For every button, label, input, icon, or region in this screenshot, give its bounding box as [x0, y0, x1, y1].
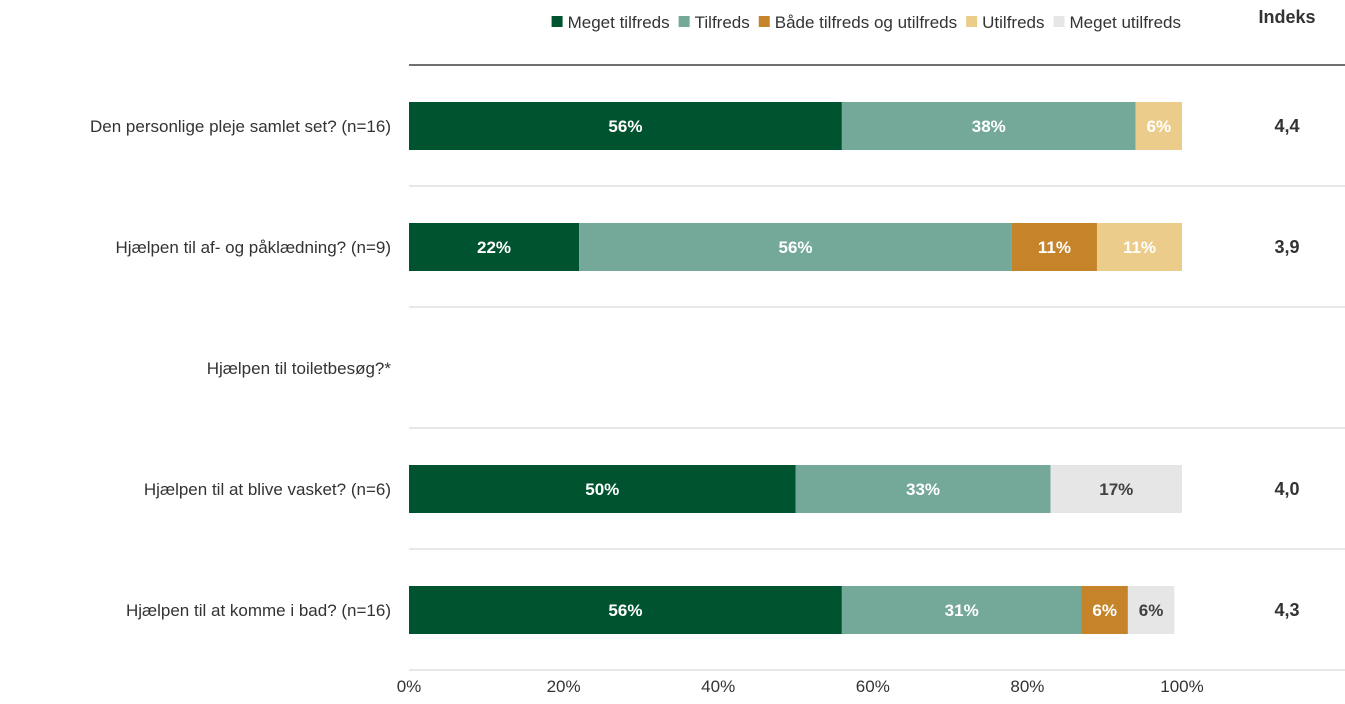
bar-segment	[1050, 465, 1182, 513]
index-value: 4,3	[1274, 600, 1299, 620]
segment-label: 6%	[1147, 117, 1172, 136]
bar-segment	[795, 465, 1051, 513]
index-value: 4,4	[1274, 116, 1299, 136]
bar-segment	[1011, 223, 1097, 271]
bar-segment	[409, 586, 842, 634]
legend-swatch	[758, 16, 770, 27]
legend-label: Meget utilfreds	[1070, 13, 1182, 32]
x-tick-label: 100%	[1160, 677, 1203, 696]
segment-label: 50%	[585, 480, 619, 499]
legend-swatch	[551, 16, 563, 27]
x-tick-label: 60%	[856, 677, 890, 696]
segment-label: 31%	[945, 601, 979, 620]
bar-segment	[409, 102, 842, 150]
category-label: Den personlige pleje samlet set? (n=16)	[90, 117, 391, 136]
bar-segment	[579, 223, 1012, 271]
bar-segment	[409, 223, 580, 271]
x-tick-label: 0%	[397, 677, 422, 696]
segment-label: 56%	[608, 601, 642, 620]
x-tick-label: 80%	[1010, 677, 1044, 696]
segment-label: 11%	[1123, 238, 1156, 257]
bar-segment	[1096, 223, 1182, 271]
segment-label: 6%	[1092, 601, 1117, 620]
legend-label: Både tilfreds og utilfreds	[775, 13, 957, 32]
segment-label: 33%	[906, 480, 940, 499]
category-label: Hjælpen til at komme i bad? (n=16)	[126, 601, 391, 620]
bar-segment	[1135, 102, 1182, 150]
index-header: Indeks	[1258, 7, 1315, 27]
legend-label: Utilfreds	[982, 13, 1044, 32]
segment-label: 56%	[608, 117, 642, 136]
index-value: 4,0	[1274, 479, 1299, 499]
bar-segment	[841, 102, 1136, 150]
legend-swatch	[678, 16, 690, 27]
segment-label: 56%	[778, 238, 812, 257]
category-label: Hjælpen til at blive vasket? (n=6)	[144, 480, 391, 499]
legend-label: Tilfreds	[695, 13, 750, 32]
index-value: 3,9	[1274, 237, 1299, 257]
legend-swatch	[966, 16, 978, 27]
bar-segment	[1081, 586, 1128, 634]
x-tick-label: 40%	[701, 677, 735, 696]
x-tick-label: 20%	[547, 677, 581, 696]
legend-label: Meget tilfreds	[568, 13, 670, 32]
legend-swatch	[1053, 16, 1065, 27]
segment-label: 38%	[972, 117, 1006, 136]
bar-segment	[1127, 586, 1175, 634]
segment-label: 6%	[1139, 601, 1164, 620]
segment-label: 17%	[1099, 480, 1133, 499]
segment-label: 22%	[477, 238, 511, 257]
category-label: Hjælpen til af- og påklædning? (n=9)	[116, 238, 391, 257]
bar-segment	[409, 465, 796, 513]
bar-segment	[841, 586, 1082, 634]
segment-label: 11%	[1038, 238, 1071, 257]
category-label: Hjælpen til toiletbesøg?*	[207, 359, 392, 378]
